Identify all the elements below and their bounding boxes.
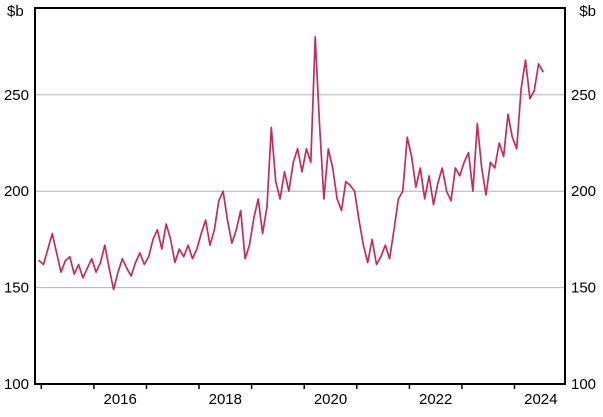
axis-frame bbox=[34, 7, 566, 385]
data-line bbox=[38, 36, 544, 291]
y-axis-unit-right: $b bbox=[579, 3, 596, 20]
y-tick-label-right: 250 bbox=[571, 87, 596, 104]
y-tick-label-left: 250 bbox=[4, 87, 29, 104]
y-tick-label-right: 150 bbox=[571, 280, 596, 297]
y-tick-label-right: 200 bbox=[571, 183, 596, 200]
x-tick-label: 2024 bbox=[524, 391, 557, 408]
y-tick-label-left: 150 bbox=[4, 280, 29, 297]
y-tick-label-left: 100 bbox=[4, 376, 29, 393]
y-axis-unit-left: $b bbox=[7, 3, 24, 20]
x-tick-label: 2018 bbox=[209, 391, 242, 408]
x-tick-label: 2020 bbox=[314, 391, 347, 408]
y-tick-label-left: 200 bbox=[4, 183, 29, 200]
y-tick-label-right: 100 bbox=[571, 376, 596, 393]
x-tick-label: 2016 bbox=[104, 391, 137, 408]
x-tick-label: 2022 bbox=[419, 391, 452, 408]
